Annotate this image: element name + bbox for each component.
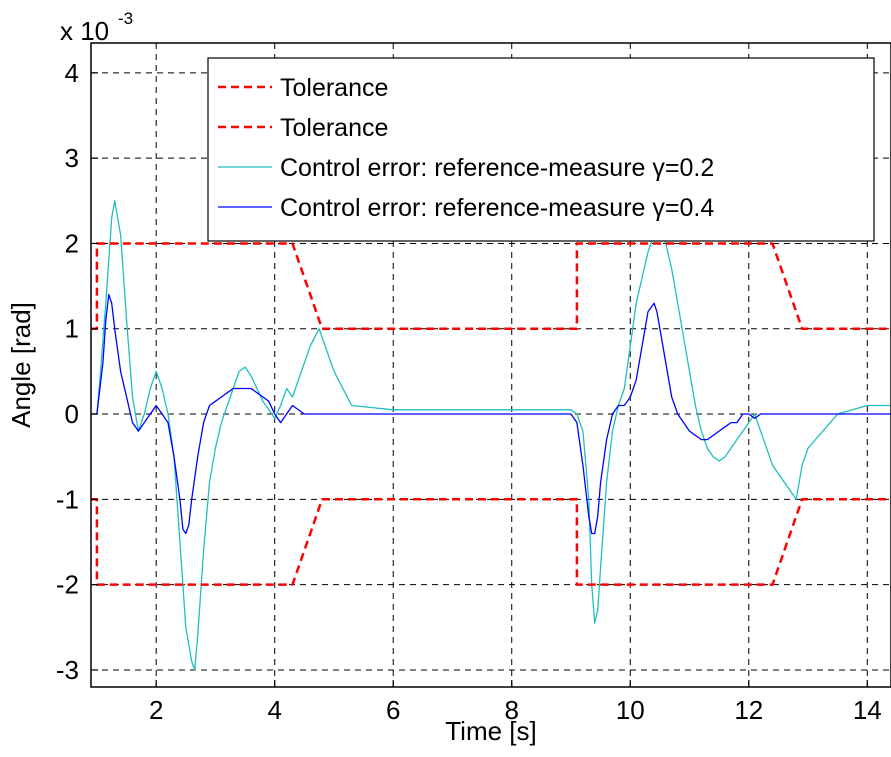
legend-label: Tolerance: [280, 74, 388, 102]
y-multiplier-label: x 10: [60, 16, 109, 46]
y-tick-label: 2: [65, 228, 79, 258]
x-tick-label: 2: [149, 695, 163, 725]
x-tick-label: 6: [386, 695, 400, 725]
x-tick-label: 8: [505, 695, 519, 725]
y-tick-label: -1: [56, 484, 79, 514]
series-layer: [91, 200, 891, 671]
x-tick-label: 4: [267, 695, 281, 725]
y-axis-label: Angle [rad]: [6, 302, 36, 428]
y-tick-label: 4: [65, 58, 79, 88]
y-tick-label: 0: [65, 399, 79, 429]
x-tick-label: 14: [853, 695, 882, 725]
legend: Tolerance Tolerance Control error: referen…: [207, 57, 875, 242]
legend-label: Control error: reference-measure γ=0.2: [280, 154, 714, 182]
y-tick-label: 3: [65, 143, 79, 173]
x-tick-label: 10: [616, 695, 645, 725]
y-multiplier-exponent: -3: [118, 9, 133, 28]
legend-label: Tolerance: [280, 114, 388, 142]
x-axis-label: Time [s]: [445, 716, 536, 746]
legend-label: Control error: reference-measure γ=0.4: [280, 194, 714, 222]
y-tick-label: -2: [56, 570, 79, 600]
plot-frame: [90, 42, 891, 688]
legend-box: [207, 57, 875, 242]
y-tick-label: -3: [56, 655, 79, 685]
x-tick-label: 12: [734, 695, 763, 725]
series-line-4: [91, 293, 891, 535]
y-tick-label: 1: [65, 314, 79, 344]
